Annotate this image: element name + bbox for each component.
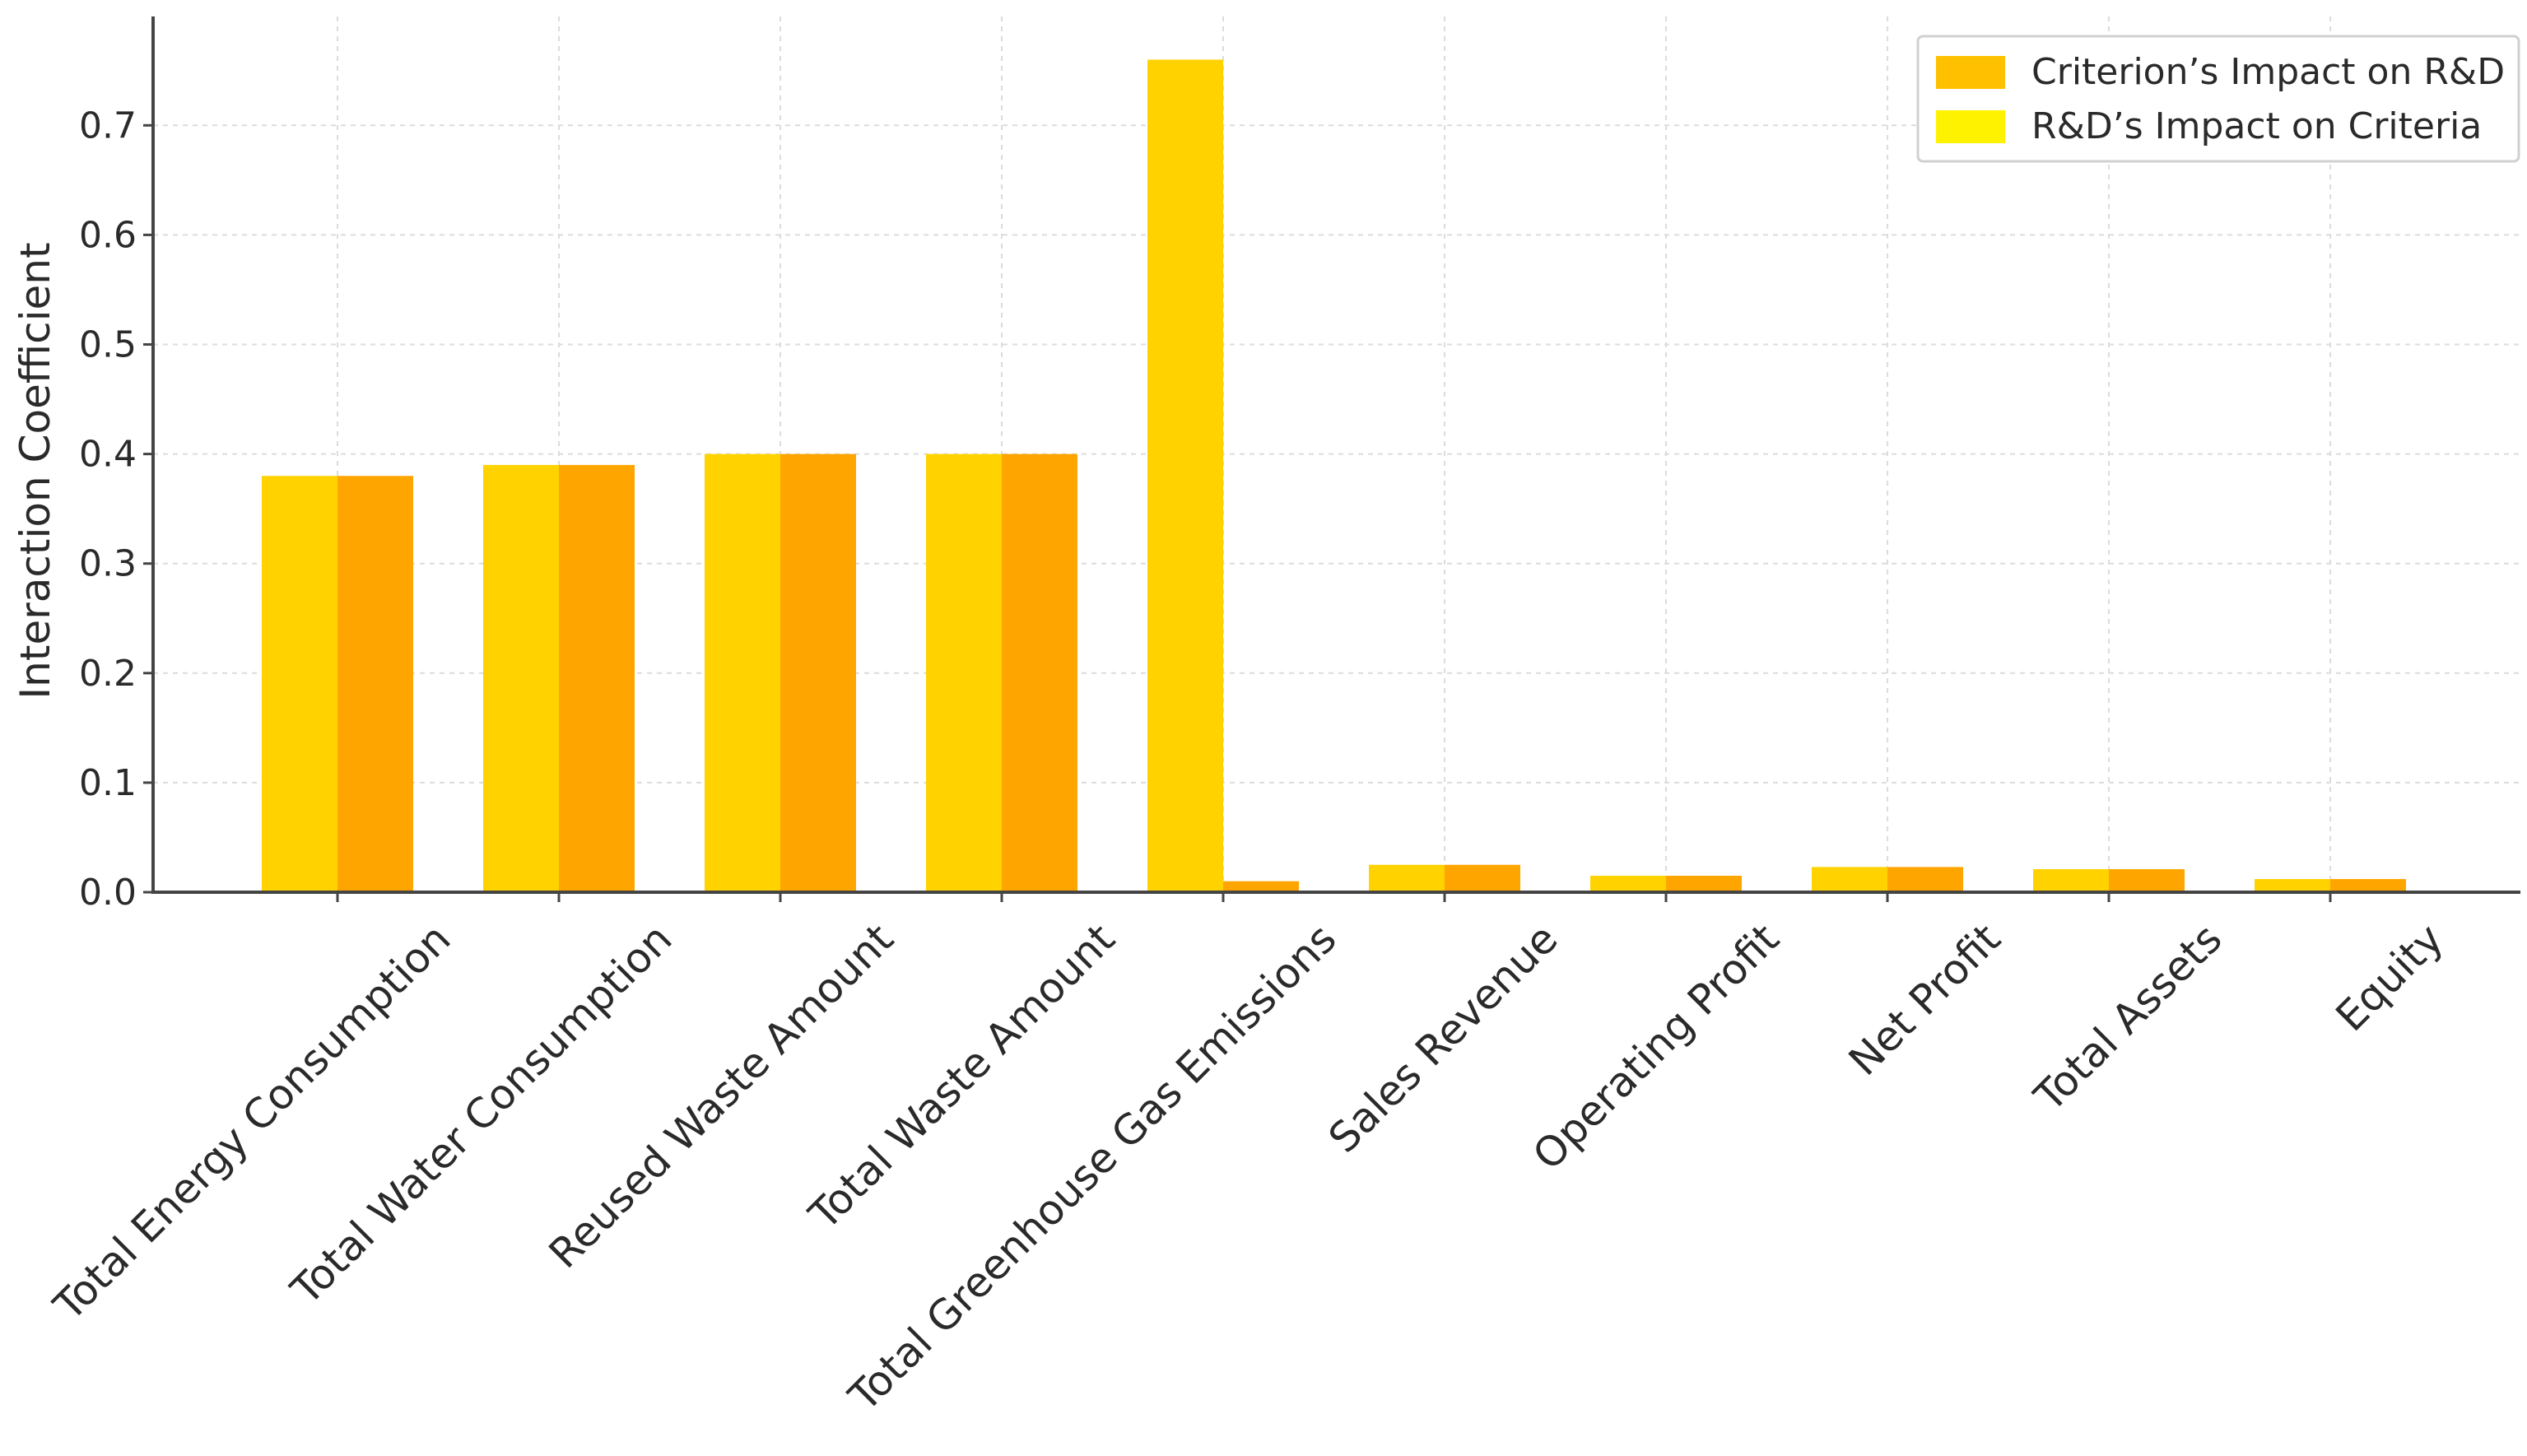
legend-box	[1916, 35, 2520, 163]
bar-criterion-impact	[926, 454, 1002, 892]
bar-rd-impact	[1666, 876, 1742, 892]
y-tick-label: 0.1	[79, 762, 137, 804]
bar-criterion-impact	[2033, 869, 2109, 892]
y-tick-label: 0.5	[79, 324, 137, 366]
category-label: Total Energy Consumption	[44, 914, 460, 1330]
bars	[262, 59, 2406, 892]
y-tick-label: 0.0	[79, 872, 137, 914]
category-label: Total Greenhouse Gas Emissions	[840, 914, 1346, 1421]
bar-criterion-impact	[1147, 59, 1223, 892]
y-tick-label: 0.3	[79, 543, 137, 585]
category-label: Net Profit	[1840, 914, 2010, 1085]
legend-label: Criterion’s Impact on R&D	[2031, 51, 2505, 93]
bar-rd-impact	[559, 464, 635, 892]
bar-criterion-impact	[2255, 879, 2330, 892]
legend-label: R&D’s Impact on Criteria	[2031, 105, 2482, 147]
bar-criterion-impact	[705, 454, 780, 892]
category-label: Total Assets	[2025, 914, 2231, 1121]
bar-rd-impact	[337, 476, 413, 892]
category-label: Equity	[2327, 914, 2453, 1040]
y-tick-label: 0.7	[79, 105, 137, 147]
bar-rd-impact	[1445, 864, 1520, 892]
y-axis-title: Interaction Coefficient	[12, 242, 59, 699]
bar-rd-impact	[780, 454, 856, 892]
bar-rd-impact	[1002, 454, 1077, 892]
bar-rd-impact	[2330, 879, 2406, 892]
y-tick-label: 0.4	[79, 434, 137, 476]
legend-swatch	[1936, 56, 2005, 89]
bar-rd-impact	[1223, 881, 1299, 892]
category-label: Operating Profit	[1524, 914, 1788, 1179]
bar-criterion-impact	[262, 476, 337, 892]
bar-rd-impact	[2109, 869, 2185, 892]
legend-swatch	[1936, 110, 2005, 143]
bar-rd-impact	[1887, 867, 1963, 892]
legend: Criterion’s Impact on R&D R&D’s Impact on…	[1916, 35, 2520, 163]
bar-criterion-impact	[1369, 864, 1445, 892]
category-label: Sales Revenue	[1319, 914, 1566, 1161]
category-label: Total Water Consumption	[282, 914, 681, 1314]
bar-criterion-impact	[1590, 876, 1666, 892]
y-tick-label: 0.6	[79, 214, 137, 256]
y-tick-label: 0.2	[79, 653, 137, 695]
bar-criterion-impact	[1812, 867, 1887, 892]
y-tick-labels: 0.0 0.1 0.2 0.3 0.4 0.5 0.6 0.7	[79, 105, 153, 914]
bar-criterion-impact	[483, 464, 559, 892]
